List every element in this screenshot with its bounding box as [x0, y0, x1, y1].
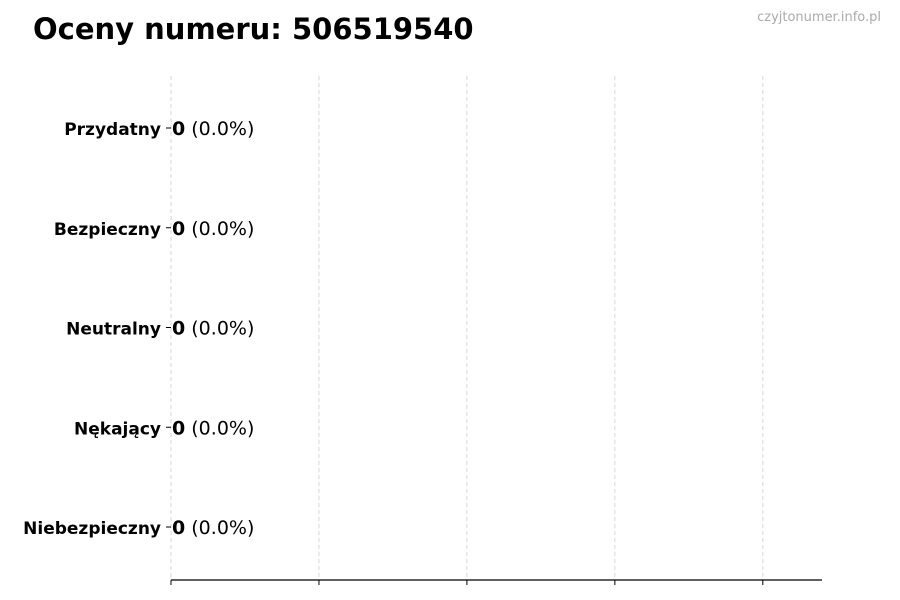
percent-label: (0.0%): [185, 118, 254, 140]
data-label: 0 (0.0%): [172, 517, 254, 539]
data-label: 0 (0.0%): [172, 118, 254, 140]
category-label: Niebezpieczny: [23, 519, 161, 539]
category-label: Przydatny: [64, 120, 161, 140]
percent-label: (0.0%): [185, 218, 254, 240]
category-label: Neutralny: [66, 320, 161, 340]
data-label: 0 (0.0%): [172, 417, 254, 439]
percent-label: (0.0%): [185, 417, 254, 439]
value-label: 0: [172, 517, 185, 539]
value-label: 0: [172, 417, 185, 439]
chart-title: Oceny numeru: 506519540: [33, 12, 474, 46]
percent-label: (0.0%): [185, 318, 254, 340]
value-label: 0: [172, 318, 185, 340]
percent-label: (0.0%): [185, 517, 254, 539]
watermark: czyjtonumer.info.pl: [757, 10, 881, 25]
value-label: 0: [172, 118, 185, 140]
data-label: 0 (0.0%): [172, 318, 254, 340]
value-label: 0: [172, 218, 185, 240]
data-label: 0 (0.0%): [172, 218, 254, 240]
category-label: Bezpieczny: [54, 220, 161, 240]
category-label: Nękający: [74, 419, 161, 439]
